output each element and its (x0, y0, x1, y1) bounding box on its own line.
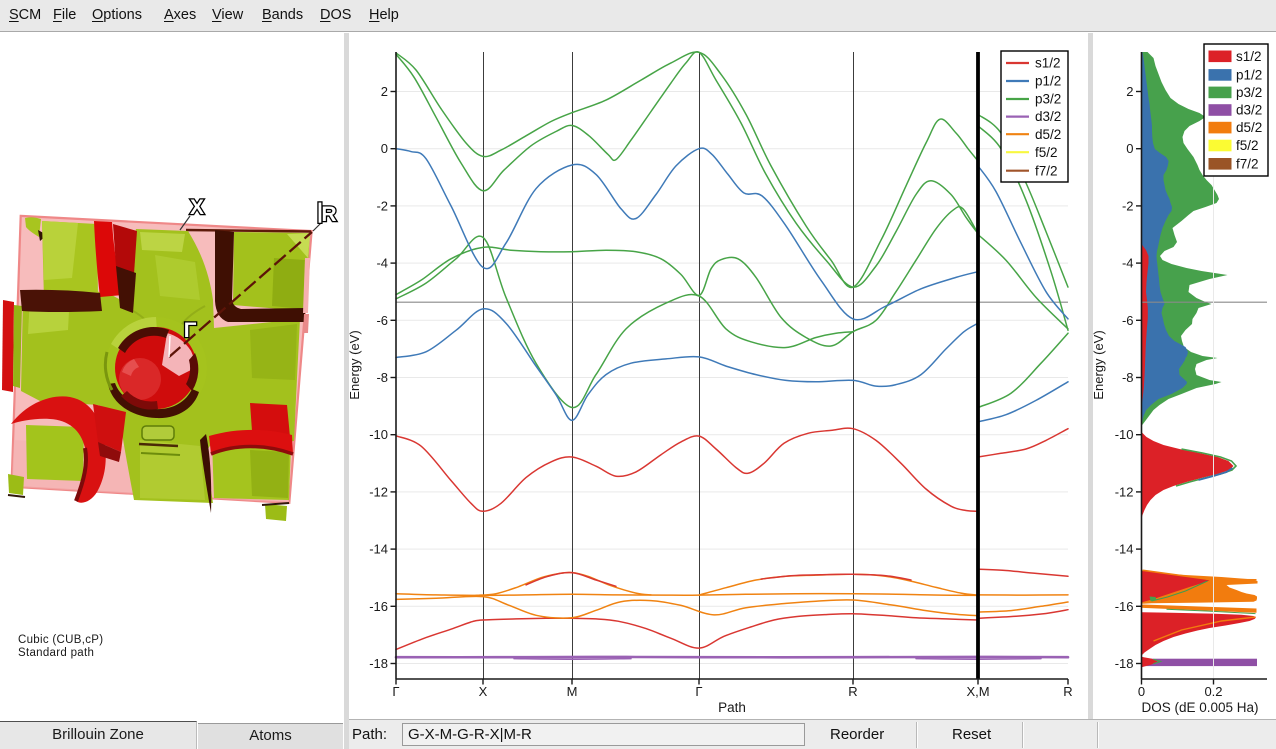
svg-text:-14: -14 (369, 542, 388, 557)
svg-text:-12: -12 (1115, 484, 1134, 499)
svg-text:-8: -8 (1122, 370, 1134, 385)
svg-text:-18: -18 (369, 656, 388, 671)
svg-text:-18: -18 (1115, 656, 1134, 671)
svg-text:0: 0 (381, 141, 388, 156)
svg-text:s1/2: s1/2 (1035, 56, 1061, 71)
svg-text:-10: -10 (369, 427, 388, 442)
svg-text:Path: Path (718, 700, 746, 715)
svg-text:Γ: Γ (184, 319, 197, 342)
svg-text:-4: -4 (376, 256, 388, 271)
svg-text:Standard path: Standard path (18, 647, 94, 659)
svg-text:-16: -16 (1115, 599, 1134, 614)
svg-text:f5/2: f5/2 (1035, 145, 1058, 160)
svg-text:Γ: Γ (392, 684, 399, 699)
svg-text:R: R (321, 203, 336, 226)
svg-text:-14: -14 (1115, 542, 1134, 557)
svg-text:Cubic (CUB,cP): Cubic (CUB,cP) (18, 634, 103, 646)
svg-text:d5/2: d5/2 (1236, 120, 1262, 135)
svg-text:0: 0 (1126, 141, 1133, 156)
svg-text:f5/2: f5/2 (1236, 138, 1259, 153)
svg-text:2: 2 (1126, 84, 1133, 99)
svg-text:-10: -10 (1115, 427, 1134, 442)
svg-text:X,M: X,M (966, 684, 989, 699)
svg-text:0: 0 (1138, 684, 1145, 699)
svg-text:-6: -6 (376, 313, 388, 328)
svg-text:s1/2: s1/2 (1236, 49, 1262, 64)
svg-text:X: X (479, 684, 488, 699)
svg-text:-6: -6 (1122, 313, 1134, 328)
svg-text:DOS (dE 0.005 Ha): DOS (dE 0.005 Ha) (1141, 700, 1258, 715)
svg-text:p1/2: p1/2 (1236, 68, 1262, 83)
svg-text:R: R (848, 684, 857, 699)
svg-text:-12: -12 (369, 484, 388, 499)
svg-text:-8: -8 (376, 370, 388, 385)
svg-text:-2: -2 (376, 198, 388, 213)
svg-text:f7/2: f7/2 (1035, 163, 1058, 178)
svg-text:R: R (1063, 684, 1072, 699)
svg-text:Γ: Γ (695, 684, 702, 699)
svg-text:d5/2: d5/2 (1035, 127, 1061, 142)
svg-text:-16: -16 (369, 599, 388, 614)
svg-text:d3/2: d3/2 (1035, 109, 1061, 124)
svg-text:Energy (eV): Energy (eV) (349, 330, 362, 399)
svg-text:|: | (317, 200, 323, 223)
svg-text:0.2: 0.2 (1204, 684, 1222, 699)
svg-text:X: X (190, 196, 204, 219)
svg-text:p3/2: p3/2 (1236, 85, 1262, 100)
svg-text:M: M (567, 684, 578, 699)
svg-text:-2: -2 (1122, 198, 1134, 213)
svg-text:2: 2 (381, 84, 388, 99)
svg-text:d3/2: d3/2 (1236, 103, 1262, 118)
svg-text:Energy (eV): Energy (eV) (1093, 330, 1106, 399)
svg-text:f7/2: f7/2 (1236, 156, 1259, 171)
svg-text:p1/2: p1/2 (1035, 74, 1061, 89)
svg-text:p3/2: p3/2 (1035, 92, 1061, 107)
svg-text:-4: -4 (1122, 256, 1134, 271)
